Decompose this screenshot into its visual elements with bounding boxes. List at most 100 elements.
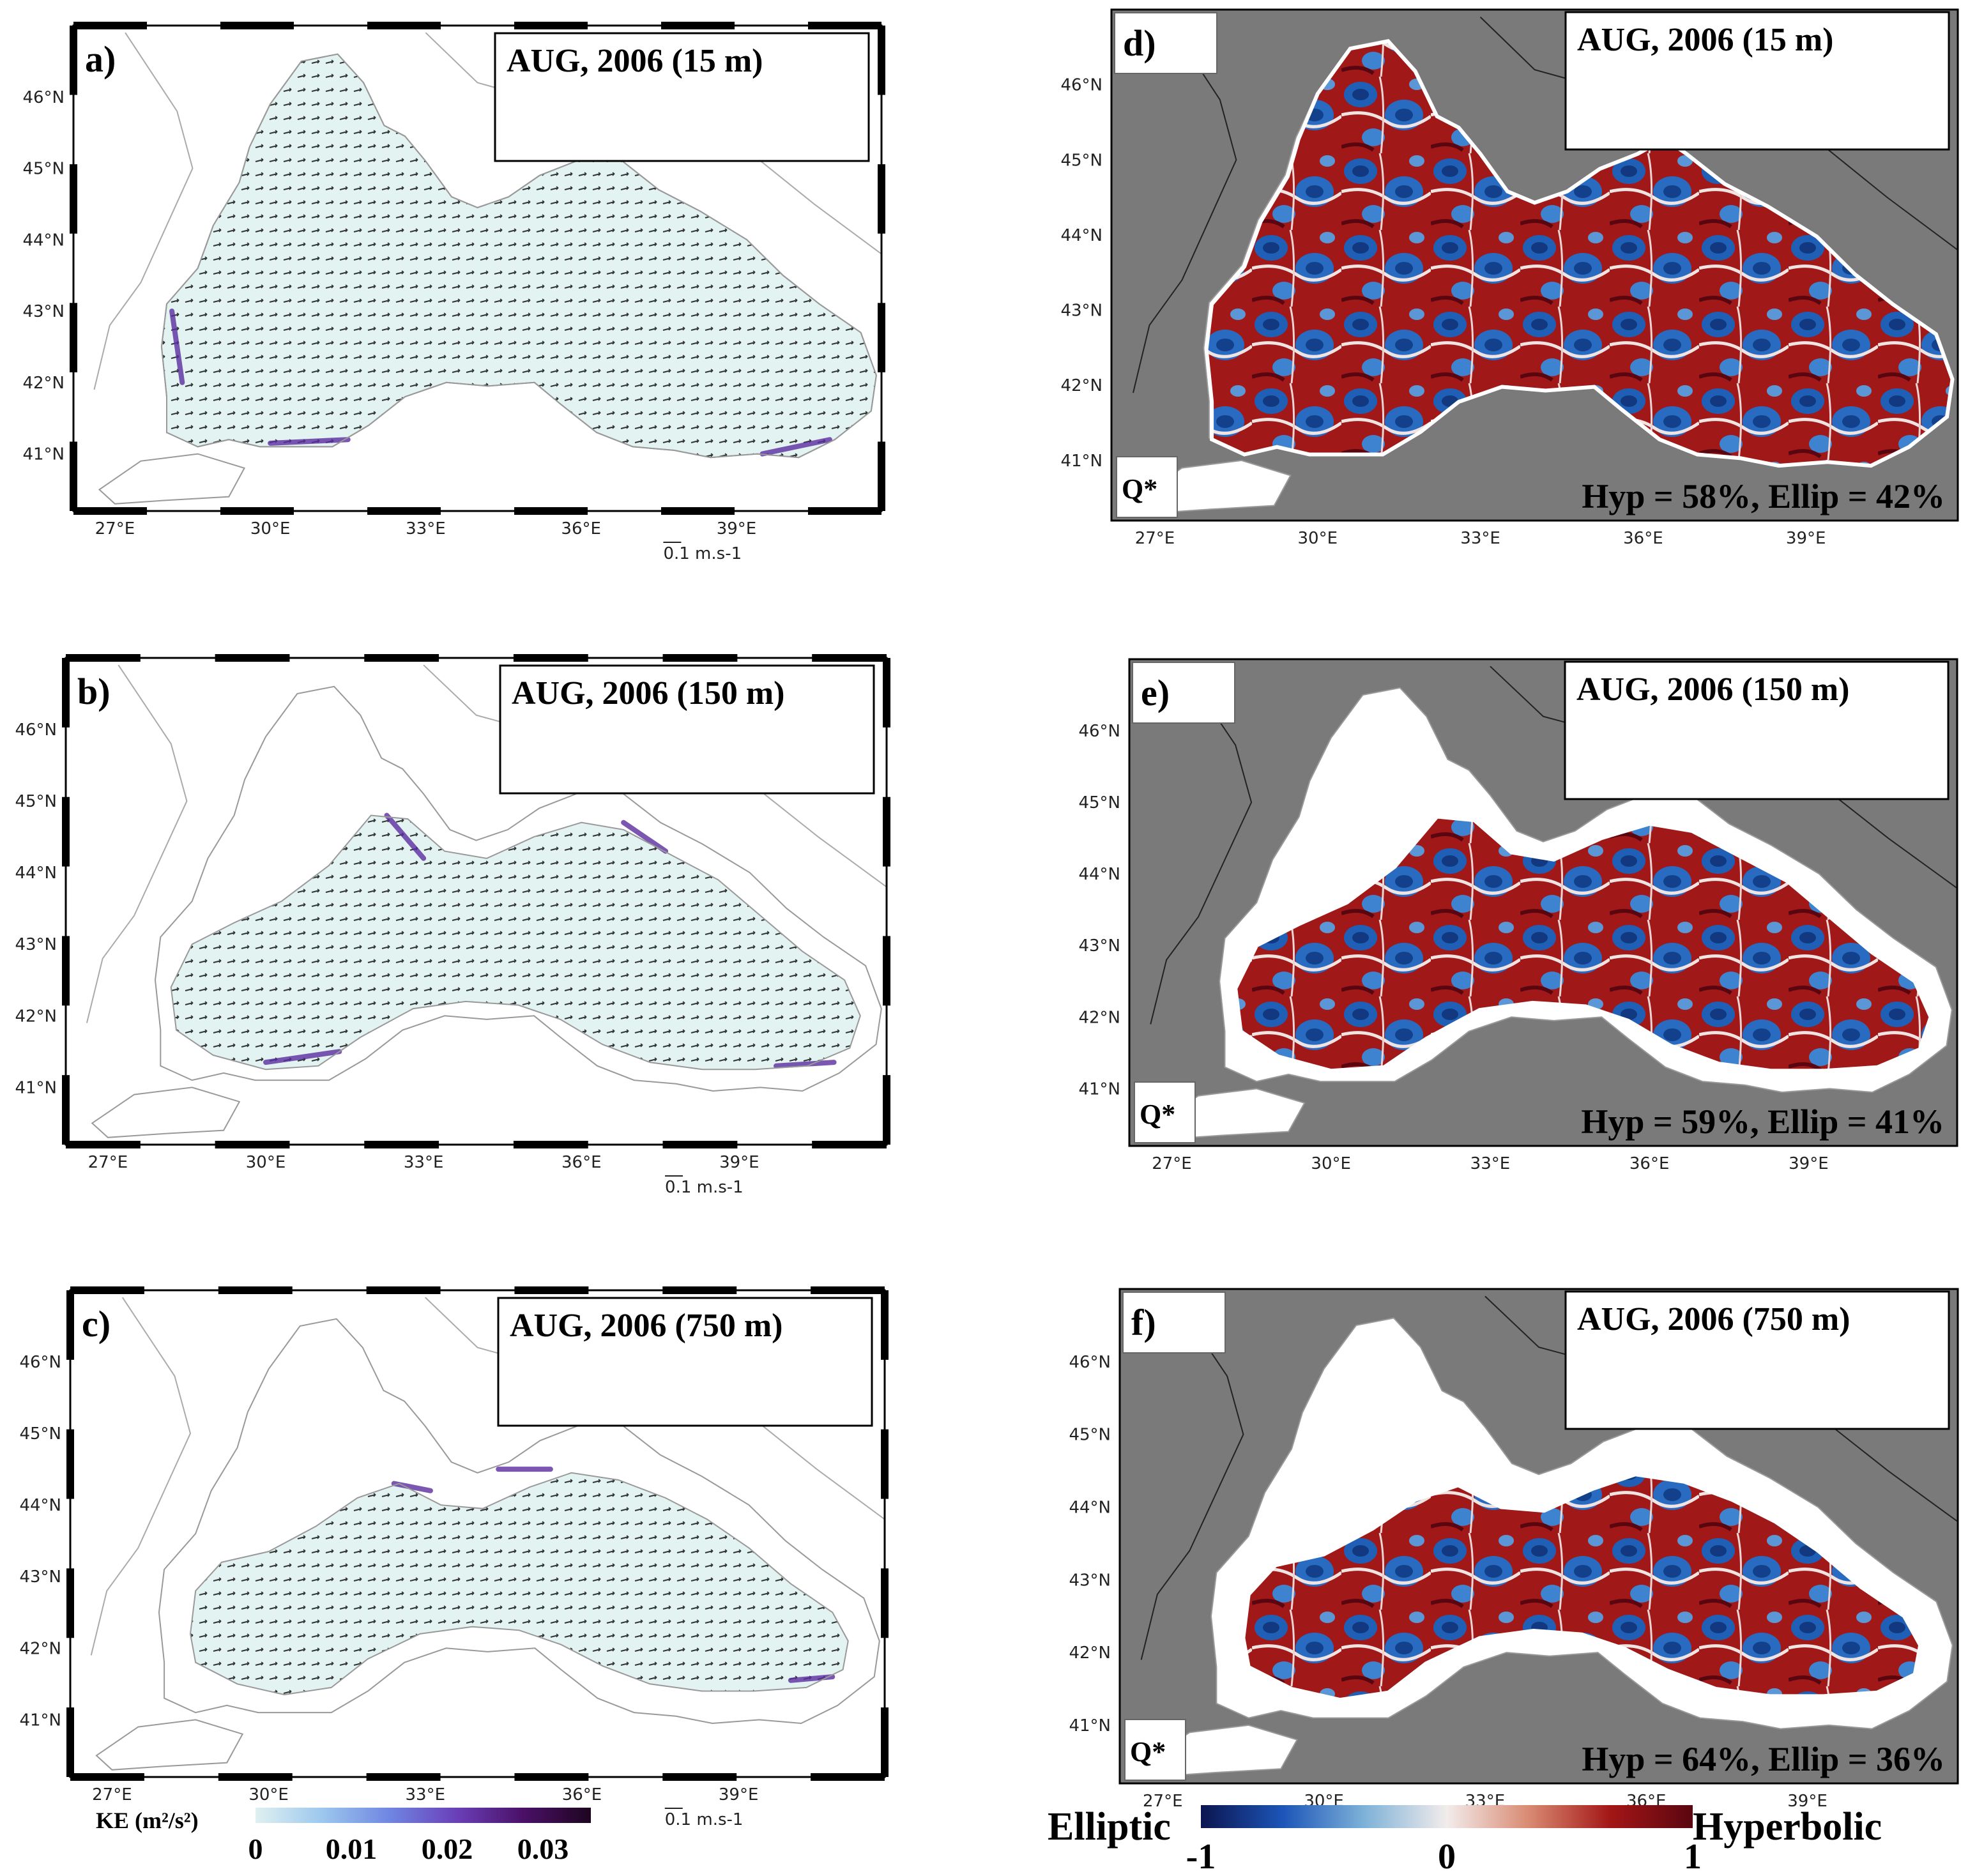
frame-tick-top bbox=[218, 1286, 293, 1294]
title-box bbox=[1564, 660, 1950, 800]
y-tick-label: 44°N bbox=[19, 1496, 61, 1515]
panel-frame bbox=[1118, 1288, 1959, 1785]
title-box bbox=[499, 664, 875, 795]
panel-a: 41°N 42°N 43°N 44°N 45°N 46°N 27°E 30°E 33°E 36°E… bbox=[22, 22, 885, 563]
x-tick-label: 30°E bbox=[246, 1153, 286, 1172]
hyp-ellip-stats: Hyp = 64%, Ellip = 36% bbox=[1582, 1740, 1945, 1778]
frame-tick-left bbox=[70, 441, 77, 511]
ke-colorbar-tick: 0.03 bbox=[517, 1833, 569, 1865]
panel-label: e) bbox=[1141, 672, 1170, 713]
panel-b: 41°N 42°N 43°N 44°N 45°N 46°N 27°E 30°E 33°E 36°E… bbox=[15, 654, 890, 1197]
panel-d: 41°N 42°N 43°N 44°N 45°N 46°N 27°E 30°E 33°E 36°E… bbox=[1060, 8, 1959, 548]
frame-tick-bottom bbox=[811, 1773, 885, 1781]
frame-tick-top bbox=[364, 654, 439, 662]
frame-tick-top bbox=[661, 22, 735, 29]
y-tick-label: 41°N bbox=[22, 445, 65, 464]
x-tick-label: 30°E bbox=[248, 1785, 289, 1804]
ke-jet bbox=[268, 437, 351, 446]
land-border bbox=[93, 32, 194, 390]
isobath bbox=[189, 1472, 849, 1696]
frame-tick-right bbox=[881, 1429, 889, 1499]
land-border bbox=[1150, 666, 1253, 1025]
frame-tick-bottom bbox=[66, 1141, 141, 1148]
panels-layer: 41°N 42°N 43°N 44°N 45°N 46°N 27°E 30°E 33°E 36°E… bbox=[15, 8, 1959, 1829]
y-tick-label: 42°N bbox=[22, 374, 65, 393]
y-tick-label: 45°N bbox=[1078, 793, 1120, 812]
frame-tick-right bbox=[881, 1568, 889, 1638]
y-tick-label: 44°N bbox=[1060, 226, 1103, 245]
panel-map-area bbox=[1129, 659, 1957, 1146]
x-tick-label: 27°E bbox=[92, 1785, 132, 1804]
x-tick-label: 39°E bbox=[1789, 1154, 1829, 1173]
y-tick-label: 46°N bbox=[15, 721, 57, 740]
frame-tick-right bbox=[878, 303, 885, 372]
frame-tick-top bbox=[220, 22, 294, 29]
land-border bbox=[90, 1297, 192, 1656]
frame-tick-top bbox=[366, 1286, 441, 1294]
x-tick-label: 36°E bbox=[1629, 1154, 1670, 1173]
panel-label-box bbox=[1132, 662, 1235, 724]
frame-tick-bottom bbox=[218, 1773, 293, 1781]
ke-colorbar-tick: 0.01 bbox=[326, 1833, 378, 1865]
frame-tick-bottom bbox=[367, 507, 441, 515]
panel-map-area bbox=[66, 658, 887, 1145]
panel-f: 41°N42°N43°N44°N45°N46°N27°E 30°E 33°E 36°E… bbox=[1069, 1288, 1959, 1811]
panel-map-area bbox=[70, 1290, 885, 1777]
q-field-label: Q* bbox=[1140, 1099, 1175, 1130]
frame-tick-bottom bbox=[812, 1141, 887, 1148]
panel-frame bbox=[72, 24, 883, 512]
frame-tick-top bbox=[811, 1286, 885, 1294]
y-tick-label: 43°N bbox=[1069, 1571, 1111, 1590]
x-tick-label: 33°E bbox=[1460, 529, 1500, 548]
panel-title: AUG, 2006 (750 m) bbox=[510, 1308, 783, 1344]
frame-tick-left bbox=[62, 658, 70, 728]
frame-tick-right bbox=[883, 1075, 890, 1145]
x-tick-label: 27°E bbox=[1143, 1792, 1183, 1811]
x-tick-label: 33°E bbox=[404, 1153, 444, 1172]
frame-tick-right bbox=[881, 1707, 889, 1777]
x-tick-label: 39°E bbox=[1786, 529, 1826, 548]
frame-tick-right bbox=[883, 797, 890, 867]
panel-label-box bbox=[1114, 12, 1217, 74]
x-tick-label: 36°E bbox=[562, 1785, 602, 1804]
y-tick-label: 44°N bbox=[1078, 865, 1120, 884]
frame-tick-top bbox=[66, 654, 141, 662]
frame-tick-top bbox=[812, 654, 887, 662]
q-colorbar-tick: 0 bbox=[1438, 1837, 1456, 1876]
title-box bbox=[494, 32, 870, 162]
frame-tick-left bbox=[66, 1290, 74, 1360]
frame-tick-top bbox=[367, 22, 441, 29]
y-tick-label: 41°N bbox=[19, 1711, 61, 1730]
isobath bbox=[160, 53, 877, 459]
hyp-ellip-stats: Hyp = 58%, Ellip = 42% bbox=[1582, 477, 1945, 515]
ke-colorbar-label: KE (m²/s²) bbox=[96, 1808, 199, 1833]
frame-tick-top bbox=[514, 1286, 589, 1294]
frame-tick-top bbox=[215, 654, 290, 662]
title-box bbox=[497, 1297, 873, 1427]
ke-colorbar-tick: 0.02 bbox=[422, 1833, 473, 1865]
x-tick-label: 27°E bbox=[88, 1153, 128, 1172]
y-tick-label: 42°N bbox=[1060, 376, 1103, 395]
hyp-ellip-stats: Hyp = 59%, Ellip = 41% bbox=[1581, 1102, 1944, 1141]
q-colorbar-right-label: Hyperbolic bbox=[1693, 1805, 1882, 1849]
panel-title: AUG, 2006 (15 m) bbox=[507, 43, 763, 79]
y-tick-label: 43°N bbox=[1060, 301, 1103, 321]
vector-scale-label: 0.1 m.s-1 bbox=[665, 1810, 744, 1829]
frame-tick-bottom bbox=[662, 1141, 738, 1148]
y-tick-label: 41°N bbox=[1060, 452, 1103, 471]
x-tick-label: 39°E bbox=[717, 519, 757, 538]
x-tick-label: 33°E bbox=[406, 1785, 446, 1804]
frame-tick-left bbox=[66, 1568, 74, 1638]
y-tick-label: 45°N bbox=[1069, 1426, 1111, 1445]
panel-frame bbox=[1110, 8, 1959, 522]
vector-scale-label: 0.1 m.s-1 bbox=[665, 1178, 744, 1197]
frame-tick-bottom bbox=[70, 1773, 144, 1781]
q-label-box bbox=[1124, 1719, 1186, 1781]
x-tick-label: 39°E bbox=[719, 1153, 759, 1172]
x-tick-label: 30°E bbox=[250, 519, 291, 538]
x-tick-label: 30°E bbox=[1311, 1154, 1351, 1173]
frame-tick-bottom bbox=[364, 1141, 439, 1148]
panel-label: a) bbox=[85, 38, 116, 80]
vector-scale-label: 0.1 m.s-1 bbox=[663, 544, 742, 563]
